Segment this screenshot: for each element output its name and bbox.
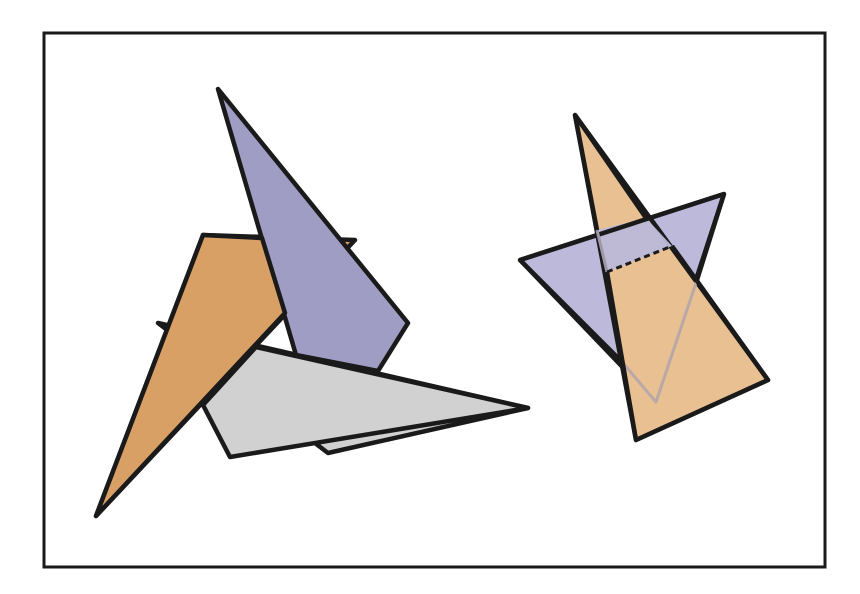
right-purple-top-edge <box>519 191 725 263</box>
right-orange-hidden-edge <box>595 229 609 273</box>
right-purple-left-edge <box>518 258 624 364</box>
right-orange-outline-lower <box>604 244 771 443</box>
left-orange-triangle-front <box>93 232 288 519</box>
intersection-dashed-line <box>606 244 673 274</box>
left-scene <box>93 86 531 519</box>
left-gray-triangle-front <box>200 344 531 460</box>
right-scene <box>517 112 771 443</box>
right-purple-hidden-edge <box>620 279 699 404</box>
right-orange-outline <box>572 114 600 231</box>
right-purple-right-edge <box>694 193 727 281</box>
frame-border <box>42 31 827 569</box>
right-purple-front-region <box>597 218 672 272</box>
right-orange-upper-right-edge <box>573 113 648 220</box>
